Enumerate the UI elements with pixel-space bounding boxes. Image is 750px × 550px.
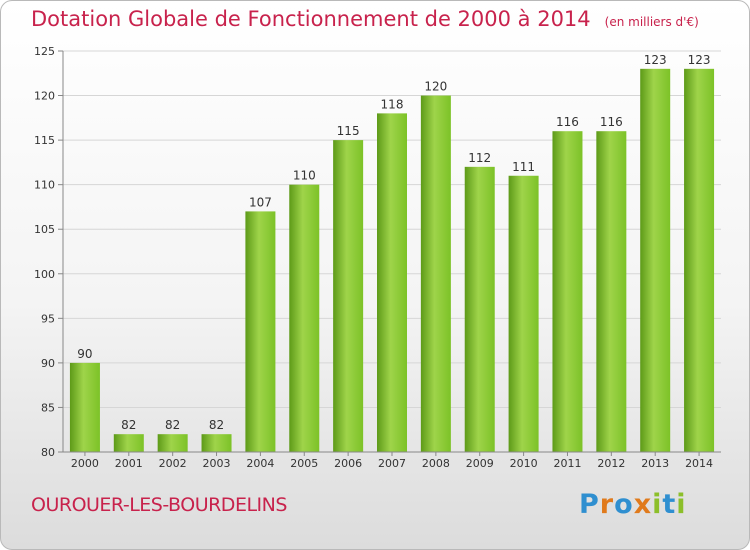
proxiti-logo: Proxiti (579, 489, 687, 520)
bar-2005 (289, 184, 320, 452)
x-tick-label: 2007 (378, 457, 406, 470)
y-tick-label: 80 (41, 446, 55, 459)
bar-2003 (201, 434, 232, 452)
commune-name: OUROUER-LES-BOURDELINS (31, 494, 287, 516)
y-tick-label: 105 (34, 223, 55, 236)
y-tick-label: 95 (41, 312, 55, 325)
x-tick-label: 2001 (115, 457, 143, 470)
data-label: 116 (556, 115, 579, 129)
data-label: 82 (121, 418, 136, 432)
data-label: 82 (209, 418, 224, 432)
x-tick-label: 2006 (334, 457, 362, 470)
x-tick-label: 2002 (159, 457, 187, 470)
x-tick-label: 2003 (203, 457, 231, 470)
bar-2009 (464, 166, 495, 452)
data-label: 90 (77, 347, 92, 361)
bar-2001 (113, 434, 144, 452)
data-label: 123 (688, 53, 711, 67)
data-label: 112 (468, 151, 491, 165)
y-tick-label: 85 (41, 401, 55, 414)
data-label: 118 (381, 97, 404, 111)
data-label: 111 (512, 160, 535, 174)
bar-2013 (640, 68, 671, 453)
x-tick-label: 2009 (466, 457, 494, 470)
x-axis: 2000 2001 2002 2003 2004 2005 2006 2007 2008 2009… (63, 451, 721, 470)
data-label: 120 (424, 80, 447, 94)
bar-2008 (420, 95, 451, 453)
x-tick-label: 2000 (71, 457, 99, 470)
logo-letter: t (662, 489, 677, 520)
bar-2006 (333, 140, 364, 452)
data-labels: 90 82 82 82 107 110 115 118 120 112 111 116 116 123 12… (77, 53, 710, 432)
y-tick-label: 120 (34, 90, 55, 103)
chart-subtitle: (en milliers d'€) (604, 15, 699, 29)
bar-2012 (596, 131, 627, 452)
bar-2002 (157, 434, 188, 452)
y-axis: 80 85 90 95 100 105 110 115 120 125 (34, 45, 64, 459)
logo-letter: o (614, 489, 634, 520)
logo-letter: i (676, 489, 687, 520)
x-tick-label: 2005 (290, 457, 318, 470)
x-tick-label: 2004 (246, 457, 274, 470)
bar-2000 (69, 362, 100, 452)
data-label: 123 (644, 53, 667, 67)
x-tick-label: 2014 (685, 457, 713, 470)
bar-2007 (377, 113, 407, 452)
x-tick-label: 2010 (510, 457, 538, 470)
y-tick-label: 90 (41, 357, 55, 370)
bar-2011 (552, 131, 583, 452)
y-tick-label: 100 (34, 268, 55, 281)
bar-2014 (684, 68, 715, 453)
logo-letter: x (633, 489, 653, 520)
data-label: 107 (249, 195, 272, 209)
title-row: Dotation Globale de Fonctionnement de 20… (31, 7, 699, 31)
logo-letter: i (652, 489, 663, 520)
data-label: 110 (293, 169, 316, 183)
x-tick-label: 2011 (553, 457, 581, 470)
bar-2004 (245, 211, 276, 452)
bars (69, 68, 715, 453)
y-tick-label: 125 (34, 45, 55, 58)
y-tick-label: 115 (34, 134, 55, 147)
data-label: 115 (337, 124, 360, 138)
logo-letter: r (599, 489, 615, 520)
bar-2010 (508, 175, 539, 452)
y-tick-label: 110 (34, 179, 55, 192)
x-tick-label: 2008 (422, 457, 450, 470)
chart-title: Dotation Globale de Fonctionnement de 20… (31, 7, 591, 31)
logo-letter: P (579, 489, 600, 520)
data-label: 116 (600, 115, 623, 129)
data-label: 82 (165, 418, 180, 432)
x-tick-label: 2013 (641, 457, 669, 470)
x-tick-label: 2012 (597, 457, 625, 470)
